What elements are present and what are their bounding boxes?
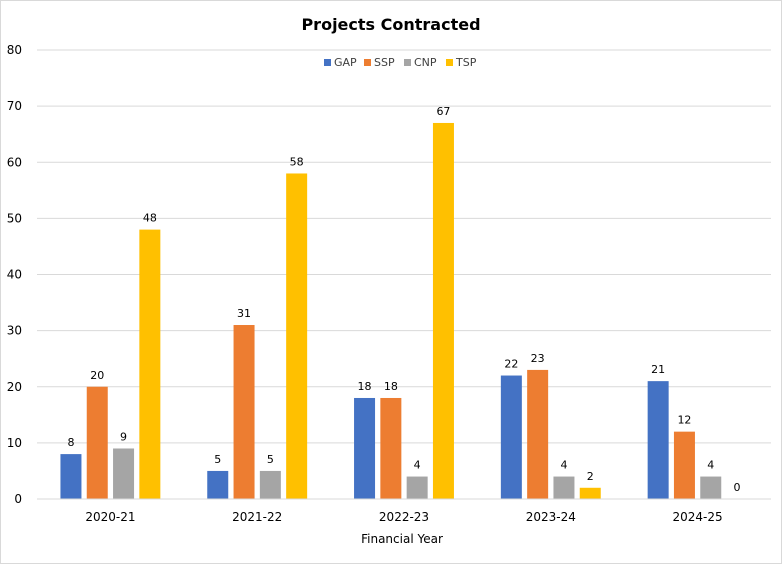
data-label-ssp: 31 [237, 307, 251, 320]
bar-ssp [527, 369, 549, 499]
x-tick-label: 2021-22 [232, 510, 282, 524]
data-labels: 8 20 9 48 5 31 5 58 18 18 4 67 22 23 4 2 21 12 4 0 [67, 105, 740, 494]
bar-tsp [432, 122, 454, 500]
bar-ssp [380, 397, 402, 499]
y-tick-label: 80 [7, 43, 22, 57]
data-label-cnp: 5 [267, 453, 274, 466]
bar-tsp [286, 173, 308, 499]
data-label-gap: 22 [504, 358, 518, 371]
bar-ssp [233, 325, 255, 499]
data-label-cnp: 4 [560, 459, 567, 472]
bar-tsp [139, 229, 161, 499]
data-label-gap: 18 [358, 380, 372, 393]
bar-gap [354, 397, 376, 499]
y-tick-label: 30 [7, 324, 22, 338]
data-label-tsp: 48 [143, 212, 157, 225]
data-label-cnp: 4 [414, 459, 421, 472]
bar-cnp [553, 476, 575, 499]
y-tick-label: 10 [7, 436, 22, 450]
bar-cnp [113, 448, 135, 499]
y-tick-label: 20 [7, 380, 22, 394]
legend-swatch-cnp [404, 59, 411, 66]
bar-gap [60, 454, 82, 499]
bar-cnp [700, 476, 722, 499]
bar-cnp [406, 476, 428, 499]
bar-gap [647, 381, 669, 499]
legend: GAP SSP CNP TSP [324, 56, 477, 69]
x-tick-label: 2022-23 [379, 510, 429, 524]
y-tick-label: 0 [14, 492, 22, 506]
bar-cnp [259, 470, 281, 499]
x-axis: 2020-21 2021-22 2022-23 2023-24 2024-25 [37, 498, 771, 524]
data-label-tsp: 0 [734, 481, 741, 494]
y-tick-label: 40 [7, 268, 22, 282]
bar-ssp [673, 431, 695, 499]
legend-label-cnp: CNP [414, 56, 437, 69]
x-axis-title: Financial Year [361, 532, 443, 546]
x-tick-label: 2023-24 [526, 510, 576, 524]
data-label-tsp: 67 [436, 105, 450, 118]
data-label-tsp: 2 [587, 470, 594, 483]
data-label-gap: 21 [651, 363, 665, 376]
y-axis: 0 10 20 30 40 50 60 70 80 [7, 43, 22, 506]
legend-label-gap: GAP [334, 56, 357, 69]
data-label-cnp: 9 [120, 430, 127, 443]
data-label-ssp: 18 [384, 380, 398, 393]
legend-swatch-tsp [446, 59, 453, 66]
data-label-gap: 5 [214, 453, 221, 466]
data-label-ssp: 12 [677, 414, 691, 427]
y-tick-label: 70 [7, 99, 22, 113]
x-tick-label: 2024-25 [673, 510, 723, 524]
data-label-cnp: 4 [707, 459, 714, 472]
chart-title: Projects Contracted [301, 15, 480, 34]
legend-label-ssp: SSP [374, 56, 395, 69]
y-tick-label: 50 [7, 211, 22, 225]
bar-tsp [579, 487, 601, 499]
legend-label-tsp: TSP [455, 56, 477, 69]
bar-gap [207, 470, 229, 499]
bar-ssp [86, 386, 108, 499]
bars [60, 122, 722, 500]
data-label-ssp: 23 [531, 352, 545, 365]
data-label-ssp: 20 [90, 369, 104, 382]
y-tick-label: 60 [7, 155, 22, 169]
legend-swatch-ssp [364, 59, 371, 66]
bar-gap [500, 375, 522, 499]
data-label-gap: 8 [67, 436, 74, 449]
data-label-tsp: 58 [290, 155, 304, 168]
x-tick-label: 2020-21 [85, 510, 135, 524]
legend-swatch-gap [324, 59, 331, 66]
